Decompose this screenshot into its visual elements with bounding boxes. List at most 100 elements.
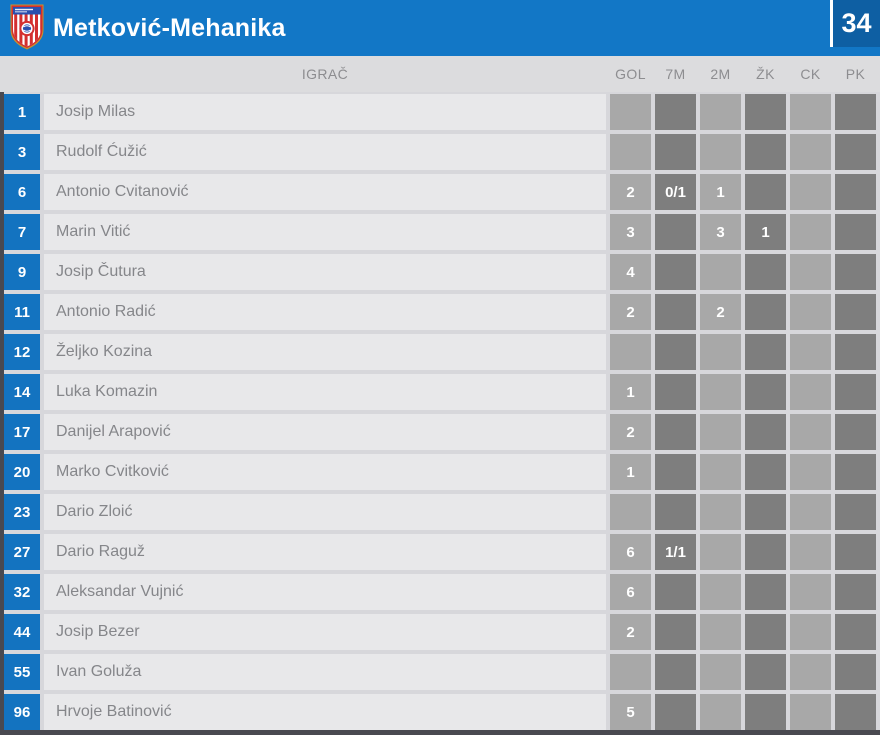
col-header-stat-2m: 2M — [710, 66, 731, 82]
player-number: 6 — [4, 174, 40, 210]
player-name: Hrvoje Batinović — [44, 694, 606, 730]
team-header-bar: Metković-Mehanika 34 — [0, 0, 880, 56]
table-row: 27 Dario Raguž 6 1/1 — [4, 534, 880, 570]
table-row: 17 Danijel Arapović 2 — [4, 414, 880, 450]
stat-cell-pk — [835, 694, 876, 730]
stat-cell-gol — [610, 94, 651, 130]
stat-cell-k — [745, 134, 786, 170]
stat-cell-k — [745, 94, 786, 130]
stat-cell-7m — [655, 334, 696, 370]
player-number: 20 — [4, 454, 40, 490]
table-row: 3 Rudolf Ćužić — [4, 134, 880, 170]
stat-cell-k — [745, 694, 786, 730]
stat-cell-2m — [700, 494, 741, 530]
player-name: Josip Čutura — [44, 254, 606, 290]
player-name: Dario Zloić — [44, 494, 606, 530]
stat-cell-7m — [655, 454, 696, 490]
stat-cell-k — [745, 414, 786, 450]
stat-cell-2m — [700, 614, 741, 650]
stat-cell-gol: 4 — [610, 254, 651, 290]
player-name: Aleksandar Vujnić — [44, 574, 606, 610]
stat-cell-k — [745, 454, 786, 490]
player-number: 3 — [4, 134, 40, 170]
stat-cell-k — [745, 534, 786, 570]
stat-cell-2m — [700, 94, 741, 130]
team-score: 34 — [833, 0, 880, 47]
stat-cell-ck — [790, 254, 831, 290]
stat-cell-ck — [790, 414, 831, 450]
stat-cell-ck — [790, 614, 831, 650]
stat-cell-2m — [700, 454, 741, 490]
stat-cell-2m — [700, 134, 741, 170]
stat-cell-pk — [835, 134, 876, 170]
player-name: Marko Cvitković — [44, 454, 606, 490]
stat-cell-2m — [700, 534, 741, 570]
stat-cell-2m — [700, 414, 741, 450]
player-number: 44 — [4, 614, 40, 650]
col-header-player: IGRAČ — [301, 66, 349, 82]
table-row: 96 Hrvoje Batinović 5 — [4, 694, 880, 730]
score-separator — [830, 0, 833, 47]
player-number: 1 — [4, 94, 40, 130]
table-row: 23 Dario Zloić — [4, 494, 880, 530]
stat-cell-ck — [790, 374, 831, 410]
stat-cell-7m — [655, 254, 696, 290]
stat-cell-gol — [610, 654, 651, 690]
stat-cell-pk — [835, 534, 876, 570]
stat-cell-ck — [790, 214, 831, 250]
player-name: Josip Milas — [44, 94, 606, 130]
stat-cell-2m — [700, 694, 741, 730]
stat-cell-k — [745, 494, 786, 530]
stat-cell-pk — [835, 574, 876, 610]
stat-cell-gol — [610, 134, 651, 170]
stat-cell-7m — [655, 614, 696, 650]
stat-cell-7m: 0/1 — [655, 174, 696, 210]
stat-cell-7m — [655, 654, 696, 690]
table-row: 11 Antonio Radić 2 2 — [4, 294, 880, 330]
stat-cell-2m: 1 — [700, 174, 741, 210]
stat-cell-7m — [655, 414, 696, 450]
stat-cell-ck — [790, 94, 831, 130]
stat-cell-k — [745, 254, 786, 290]
stat-cell-gol: 2 — [610, 294, 651, 330]
player-number: 96 — [4, 694, 40, 730]
stat-cell-2m — [700, 654, 741, 690]
stat-cell-gol: 1 — [610, 454, 651, 490]
table-row: 32 Aleksandar Vujnić 6 — [4, 574, 880, 610]
stat-cell-gol: 3 — [610, 214, 651, 250]
stat-cell-7m: 1/1 — [655, 534, 696, 570]
stat-cell-pk — [835, 174, 876, 210]
table-row: 1 Josip Milas — [4, 94, 880, 130]
stat-cell-gol: 2 — [610, 414, 651, 450]
stat-cell-k — [745, 614, 786, 650]
stat-cell-k — [745, 334, 786, 370]
table-row: 9 Josip Čutura 4 — [4, 254, 880, 290]
player-name: Dario Raguž — [44, 534, 606, 570]
stat-cell-pk — [835, 94, 876, 130]
stat-cell-pk — [835, 494, 876, 530]
players-table: 1 Josip Milas 3 Rudolf Ćužić 6 Antonio C… — [4, 92, 880, 730]
stat-cell-ck — [790, 574, 831, 610]
player-number: 7 — [4, 214, 40, 250]
stat-cell-gol: 2 — [610, 174, 651, 210]
stat-cell-ck — [790, 174, 831, 210]
stat-cell-2m — [700, 574, 741, 610]
player-name: Željko Kozina — [44, 334, 606, 370]
player-name: Ivan Goluža — [44, 654, 606, 690]
player-number: 17 — [4, 414, 40, 450]
stat-cell-pk — [835, 254, 876, 290]
stat-cell-gol: 1 — [610, 374, 651, 410]
stat-cell-ck — [790, 334, 831, 370]
player-name: Antonio Cvitanović — [44, 174, 606, 210]
team-score-container: 34 — [830, 0, 880, 47]
stat-cell-gol: 5 — [610, 694, 651, 730]
stat-cell-2m — [700, 374, 741, 410]
stat-cell-2m — [700, 334, 741, 370]
stat-cell-7m — [655, 574, 696, 610]
col-header-stat-pk: PK — [845, 66, 866, 82]
table-row: 6 Antonio Cvitanović 2 0/1 1 — [4, 174, 880, 210]
stat-cell-pk — [835, 414, 876, 450]
player-number: 32 — [4, 574, 40, 610]
stat-cell-ck — [790, 494, 831, 530]
